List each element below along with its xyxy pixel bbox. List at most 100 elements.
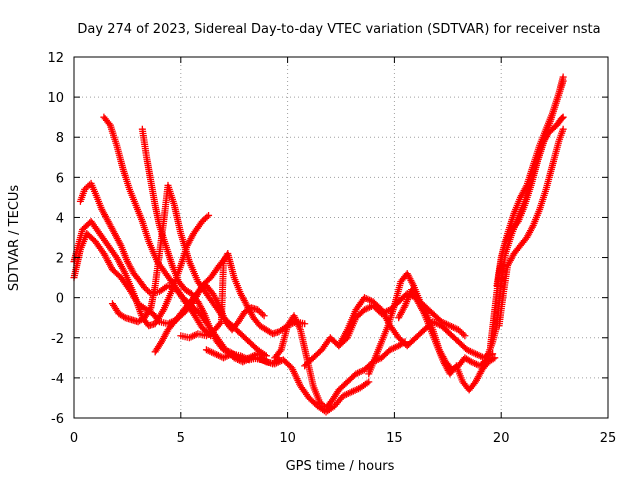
x-tick-label: 0 [70,431,78,446]
data-point-run [249,314,263,328]
data-point-run [343,371,359,386]
series-track-10 [271,312,409,412]
y-tick-label: 4 [56,211,64,226]
data-point-run [536,187,549,213]
data-point-run [487,308,499,350]
x-tick-label: 15 [386,431,403,446]
data-point-run [309,382,323,404]
y-tick-label: -4 [51,372,64,387]
data-point-run [352,295,367,314]
series-track-14 [395,286,499,394]
data-point-run [328,388,342,404]
y-tick-label: -6 [51,412,64,427]
data-point-run [151,252,163,290]
data-point-run [369,298,384,312]
data-point-run [190,287,203,302]
data-point-run [529,207,543,229]
data-point-run [288,364,304,388]
data-point-run [390,280,404,310]
data-point-run [508,219,521,233]
data-point-run [414,298,427,316]
data-point-run [117,242,131,264]
data-point-run [100,250,115,272]
data-point-run [516,183,530,201]
data-point-run [501,227,515,246]
data-point-run [290,312,304,332]
y-tick-label: -2 [51,332,64,347]
data-point-run [155,220,167,258]
data-point-run [395,303,408,322]
data-point-run [202,282,216,296]
y-tick-label: 0 [56,292,64,307]
data-point-run [527,159,541,189]
data-point-run [480,351,491,362]
data-point [301,320,309,328]
data-point-run [322,398,335,412]
data-point-run [170,201,184,235]
series-track-18 [495,125,567,330]
data-point [260,312,268,320]
data-point-run [224,250,238,280]
data-point-run [378,324,391,346]
data-point-run [553,117,564,129]
data-point-run [420,310,434,332]
data-point-run [237,352,251,363]
data-point-run [164,181,178,207]
data-point-run [181,286,194,297]
data-point-run [305,394,320,409]
data-point-run [301,355,316,370]
data-point-run [140,305,154,322]
data-point-run [202,290,218,308]
data-point-run [126,185,139,207]
y-tick-label: 2 [56,252,64,267]
data-point-run [190,310,205,330]
data-point-run [412,327,427,342]
data-point-run [365,356,378,378]
data-point-run [91,189,105,211]
data-point-run [98,205,111,224]
data-point-run [446,322,461,333]
data-point-run [548,91,562,117]
data-point-run [111,229,124,248]
data-point-run [433,342,447,364]
data-point-run [119,165,133,191]
data-point-run [134,315,147,326]
data-point-run [548,123,559,133]
data-point-run [220,351,234,362]
data-point-run [151,201,163,227]
chart-title: Day 274 of 2023, Sidereal Day-to-day VTE… [77,22,600,37]
data-point-run [557,114,566,123]
data-point-run [104,242,119,260]
data-point-run [331,394,346,410]
data-point-run [202,346,217,357]
data-point-run [296,382,312,400]
data-points [70,73,567,416]
data-point-run [427,326,440,348]
data-point-run [521,183,534,209]
data-point-run [194,298,207,316]
y-tick-label: 6 [56,171,64,186]
data-point-run [209,290,222,308]
data-point-run [96,229,111,248]
data-point-run [523,223,536,241]
data-point-run [348,385,363,396]
data-point-run [91,238,107,256]
data-point-run [136,278,147,290]
data-point-run [198,213,211,225]
data-point-run [555,127,566,145]
data-point [365,378,373,386]
data-point-run [108,266,124,280]
data-point-run [514,203,528,225]
data-point-run [170,282,186,300]
data-point-run [378,347,393,362]
data-point-run [454,326,467,338]
data-point-run [217,260,227,326]
data-point-run [403,270,417,288]
data-point [461,332,469,340]
data-point-run [117,274,132,292]
data-point-run [207,263,222,282]
data-point-run [510,195,524,217]
data-point-run [104,217,118,236]
data-point-run [100,113,113,128]
